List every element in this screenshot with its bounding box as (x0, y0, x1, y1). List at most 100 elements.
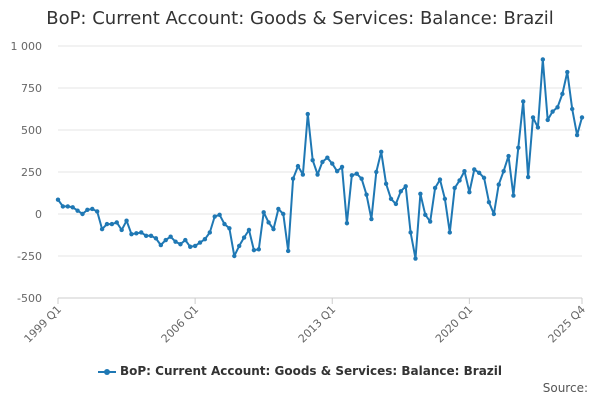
data-point[interactable] (261, 210, 266, 215)
data-point[interactable] (207, 230, 213, 235)
data-point[interactable] (266, 220, 271, 225)
data-point[interactable] (491, 211, 497, 217)
data-point[interactable] (129, 231, 134, 237)
data-point[interactable] (85, 207, 90, 212)
data-point[interactable] (325, 155, 330, 160)
data-point[interactable] (276, 206, 281, 212)
data-point[interactable] (143, 233, 149, 239)
data-point[interactable] (393, 201, 399, 207)
data-point[interactable] (148, 233, 154, 239)
data-point[interactable] (114, 220, 119, 225)
data-point[interactable] (349, 173, 355, 178)
data-point[interactable] (163, 237, 168, 243)
data-point[interactable] (339, 164, 345, 170)
data-point[interactable] (496, 182, 501, 187)
data-point[interactable] (388, 196, 394, 202)
data-point[interactable] (550, 109, 555, 114)
data-point[interactable] (173, 239, 178, 244)
data-point[interactable] (462, 168, 467, 174)
data-point[interactable] (192, 243, 198, 249)
data-point[interactable] (369, 216, 374, 222)
data-point[interactable] (134, 231, 139, 236)
data-point[interactable] (472, 167, 477, 172)
data-point[interactable] (535, 125, 541, 130)
data-point[interactable] (344, 221, 350, 226)
data-point[interactable] (60, 204, 66, 209)
data-point[interactable] (476, 170, 482, 176)
data-point[interactable] (281, 211, 286, 217)
data-point[interactable] (579, 115, 585, 120)
data-point[interactable] (227, 226, 232, 231)
data-point[interactable] (80, 211, 85, 217)
data-point[interactable] (75, 208, 80, 213)
data-point[interactable] (330, 161, 335, 166)
data-point[interactable] (570, 106, 575, 112)
data-point[interactable] (315, 172, 320, 177)
data-point[interactable] (574, 132, 580, 138)
data-point[interactable] (516, 145, 521, 150)
data-point[interactable] (90, 206, 95, 212)
data-point[interactable] (379, 149, 384, 155)
data-point[interactable] (295, 163, 301, 169)
data-point[interactable] (501, 168, 506, 174)
data-point[interactable] (359, 176, 364, 181)
data-point[interactable] (374, 169, 379, 175)
data-point[interactable] (55, 197, 61, 202)
data-point[interactable] (383, 181, 389, 186)
data-point[interactable] (153, 236, 159, 241)
data-point[interactable] (222, 221, 227, 227)
data-point[interactable] (408, 230, 413, 235)
data-point[interactable] (447, 230, 452, 235)
data-point[interactable] (413, 256, 418, 261)
data-point[interactable] (398, 189, 404, 194)
data-point[interactable] (65, 204, 70, 209)
data-point[interactable] (432, 185, 438, 191)
data-point[interactable] (442, 196, 448, 202)
data-point[interactable] (354, 171, 359, 176)
data-point[interactable] (560, 91, 565, 97)
legend[interactable]: BoP: Current Account: Goods & Services: … (0, 364, 600, 378)
data-point[interactable] (305, 111, 310, 117)
data-point[interactable] (506, 153, 511, 159)
data-point[interactable] (119, 227, 124, 233)
data-point[interactable] (168, 234, 173, 239)
data-point[interactable] (565, 69, 570, 75)
data-point[interactable] (300, 172, 306, 177)
data-point[interactable] (99, 226, 105, 232)
data-point[interactable] (334, 168, 340, 174)
data-point[interactable] (197, 240, 203, 245)
data-point[interactable] (525, 174, 531, 180)
data-point[interactable] (256, 247, 261, 252)
data-point[interactable] (486, 200, 492, 205)
data-point[interactable] (540, 57, 546, 62)
data-point[interactable] (212, 214, 217, 219)
data-point[interactable] (364, 192, 369, 197)
data-point[interactable] (285, 248, 291, 254)
data-point[interactable] (94, 209, 100, 214)
data-point[interactable] (109, 221, 115, 227)
data-point[interactable] (183, 237, 188, 243)
data-point[interactable] (320, 159, 325, 165)
data-point[interactable] (555, 105, 560, 110)
data-point[interactable] (310, 158, 315, 163)
data-point[interactable] (452, 185, 457, 191)
data-point[interactable] (139, 230, 144, 235)
data-point[interactable] (481, 175, 487, 181)
data-point[interactable] (124, 218, 129, 223)
data-point[interactable] (467, 189, 472, 195)
data-point[interactable] (530, 115, 536, 120)
data-point[interactable] (232, 253, 237, 259)
data-point[interactable] (236, 243, 242, 249)
data-point[interactable] (246, 227, 252, 233)
data-point[interactable] (241, 235, 247, 240)
data-point[interactable] (545, 117, 550, 123)
data-point[interactable] (511, 193, 516, 198)
data-point[interactable] (217, 212, 222, 218)
data-point[interactable] (202, 237, 208, 242)
data-point[interactable] (158, 242, 164, 248)
data-point[interactable] (188, 244, 193, 249)
data-point[interactable] (271, 226, 276, 232)
data-point[interactable] (290, 176, 296, 181)
data-point[interactable] (403, 184, 408, 189)
data-point[interactable] (457, 178, 462, 183)
